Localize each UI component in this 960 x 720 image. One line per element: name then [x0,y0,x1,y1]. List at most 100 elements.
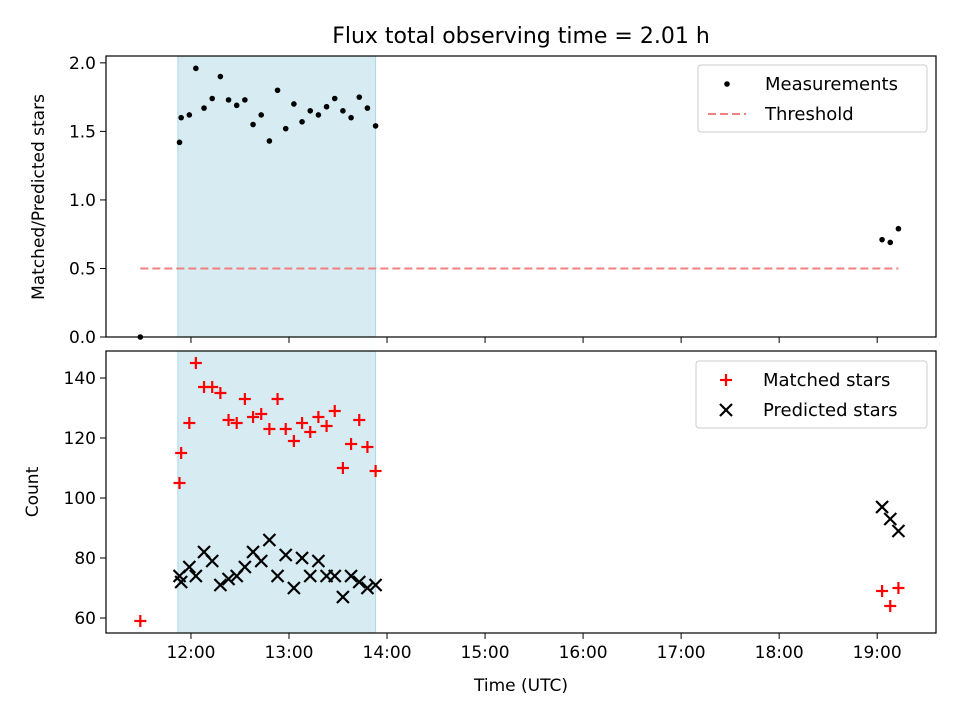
measurement-point [193,65,199,72]
predicted-stars-point [327,569,342,583]
matched-stars-point [876,585,889,597]
matched-stars-point [320,420,333,432]
matched-stars-point [369,465,382,477]
chart-title: Flux total observing time = 2.01 h [332,24,710,49]
predicted-stars-point [875,500,889,514]
measurement-point [225,97,232,103]
measurement-point [233,102,240,109]
x-tick-label: 14:00 [363,643,412,663]
y-tick-label: 0.5 [69,259,96,279]
matched-stars-point [892,582,905,594]
measurement-point [266,138,273,144]
predicted-stars-point [270,569,285,583]
matched-stars-point [238,393,251,405]
matched-stars-point [271,393,284,405]
matched-stars-point [247,411,260,423]
predicted-stars-point [883,512,898,526]
measurement-point [356,94,363,100]
legend-label-matched: Matched stars [763,370,890,391]
y-tick-label: 60 [74,609,96,629]
measurement-point [250,121,256,128]
y-tick-label: 140 [64,369,96,389]
ratio-legend: Measurements Threshold [697,64,928,133]
matched-stars-point [336,462,349,474]
predicted-stars-point [352,575,367,589]
x-axis-label: Time (UTC) [473,676,568,696]
matched-stars-point [263,423,276,435]
matched-stars-point [345,438,358,450]
legend-marker-matched [720,374,732,386]
matched-stars-point [361,441,374,453]
measurement-point [879,236,885,243]
y-tick-label: 120 [64,429,96,449]
predicted-stars-point [262,533,277,547]
predicted-stars-point [344,569,358,583]
matched-stars-point [255,408,268,420]
measurement-point [176,139,183,146]
counts-axes-frame [105,350,937,634]
matched-stars-point [884,600,897,612]
measurement-point [340,108,346,114]
measurement-point [274,87,281,94]
matched-stars-point [206,381,219,393]
measurement-point [895,225,902,232]
ratio-y-axis-label: Matched/Predicted stars [29,94,49,300]
measurement-point [887,239,894,246]
legend-label-predicted: Predicted stars [763,400,897,421]
matched-stars-point [173,477,186,489]
counts-y-axis-label: Count [23,466,43,517]
matched-stars-point [189,357,202,369]
measurement-point [307,108,314,114]
measurement-point [364,105,371,111]
y-tick-label: 1.0 [69,191,96,211]
matched-stars-point [230,417,243,429]
measurement-point [348,114,354,121]
predicted-stars-point [174,575,188,589]
predicted-stars-point [182,560,197,574]
measurement-point [331,95,338,102]
matched-stars-point [134,615,147,627]
measurement-point [372,123,379,129]
predicted-stars-point [205,554,219,568]
panel-ratio: 0.00.51.01.52.0 Matched/Predicted stars … [29,54,937,348]
panel-counts: 60 80 100 120 140 12:00 13:00 14:00 15:00 16:00 1… [23,350,937,696]
matched-stars-point [287,435,300,447]
legend-label-measurements: Measurements [765,74,898,95]
x-tick-label: 17:00 [657,643,706,663]
matched-stars-point [312,411,325,423]
counts-legend-box [695,360,928,429]
y-tick-label: 0.0 [69,328,96,348]
measurement-point [299,118,305,125]
matched-stars-point [353,414,366,426]
x-tick-label: 15:00 [461,643,510,663]
counts-legend: Matched stars Predicted stars [695,360,928,429]
legend-label-threshold: Threshold [764,104,854,125]
x-tick-label: 16:00 [559,643,608,663]
matched-stars-point [175,447,188,459]
predicted-stars-point [189,569,203,583]
matched-stars-point [296,417,309,429]
matched-stars-point [328,405,341,417]
measurement-point [323,103,330,110]
predicted-stars-point [311,554,326,568]
measurement-point [315,112,322,118]
predicted-stars-point [368,578,383,592]
x-tick-label: 13:00 [264,643,313,663]
predicted-stars-point [287,581,301,595]
y-tick-label: 2.0 [69,54,96,74]
predicted-stars-point [278,548,293,562]
matched-stars-point [214,387,227,399]
matched-stars-point [279,423,292,435]
predicted-stars-point [295,551,309,565]
x-tick-label: 12:00 [166,643,215,663]
predicted-stars-point [254,554,268,568]
measurement-point [282,125,289,132]
measurement-point [178,114,184,121]
y-tick-label: 80 [74,549,96,569]
predicted-stars-point [221,572,236,586]
x-tick-label: 19:00 [853,643,902,663]
measurement-point [217,73,224,80]
x-tick-label: 18:00 [755,643,804,663]
observing-span [177,55,377,338]
